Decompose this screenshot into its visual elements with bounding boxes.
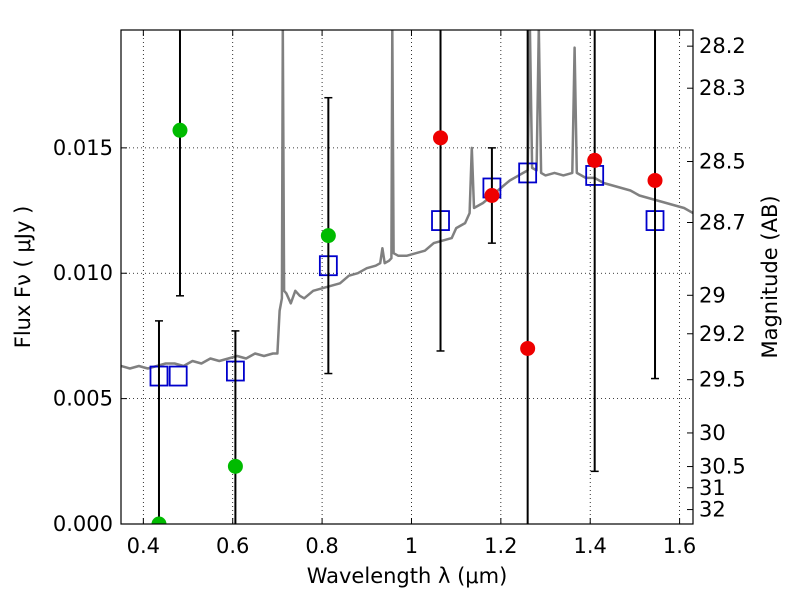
observed-flux-point xyxy=(172,122,188,138)
plot-frame xyxy=(120,29,694,525)
magnitude-tick-label: 32 xyxy=(699,498,726,522)
magnitude-tick-label: 31 xyxy=(699,476,726,500)
spectrum-line xyxy=(121,30,693,370)
ticks: 0.4 0.6 0.8 1 1.2 1.4 1.6 0.000 0.005 0.010 0.015 2… xyxy=(53,30,746,558)
x-tick-label: 1.2 xyxy=(484,534,517,558)
x-tick-label: 1.6 xyxy=(663,534,696,558)
x-tick-label: 1 xyxy=(405,534,418,558)
x-tick-label: 0.8 xyxy=(305,534,338,558)
x-tick-label: 1.4 xyxy=(574,534,607,558)
y-axis-title: Flux Fν ( μJy ) xyxy=(11,206,35,349)
observed-flux-point xyxy=(320,228,336,244)
y-tick-label: 0.010 xyxy=(53,261,113,285)
model-flux-square xyxy=(168,365,188,387)
observed-flux-point xyxy=(433,130,449,146)
observed-flux-point xyxy=(520,340,536,356)
observed-flux-point xyxy=(484,188,500,204)
magnitude-tick-label: 30.5 xyxy=(699,455,746,479)
observed-flux-point xyxy=(151,516,167,524)
magnitude-tick-label: 29.2 xyxy=(699,322,746,346)
magnitude-tick-label: 29.5 xyxy=(699,368,746,392)
x-tick-label: 0.6 xyxy=(216,534,249,558)
magnitude-tick-label: 30 xyxy=(699,421,726,445)
magnitude-tick-label: 28.3 xyxy=(699,76,746,100)
x-tick-label: 0.4 xyxy=(127,534,160,558)
plot-area xyxy=(121,30,693,524)
observed-flux-point xyxy=(587,152,603,168)
data-layer xyxy=(121,30,693,524)
magnitude-tick-label: 29 xyxy=(699,283,726,307)
y-tick-label: 0.000 xyxy=(53,512,113,536)
magnitude-tick-label: 28.5 xyxy=(699,150,746,174)
magnitude-tick-label: 28.2 xyxy=(699,34,746,58)
observed-flux-point xyxy=(227,458,243,474)
observed-flux-point xyxy=(647,172,663,188)
y-tick-label: 0.005 xyxy=(53,387,113,411)
x-axis-title: Wavelength λ (μm) xyxy=(307,564,508,588)
magnitude-axis-title: Magnitude (AB) xyxy=(758,195,782,358)
magnitude-tick-label: 28.7 xyxy=(699,211,746,235)
y-tick-label: 0.015 xyxy=(53,136,113,160)
